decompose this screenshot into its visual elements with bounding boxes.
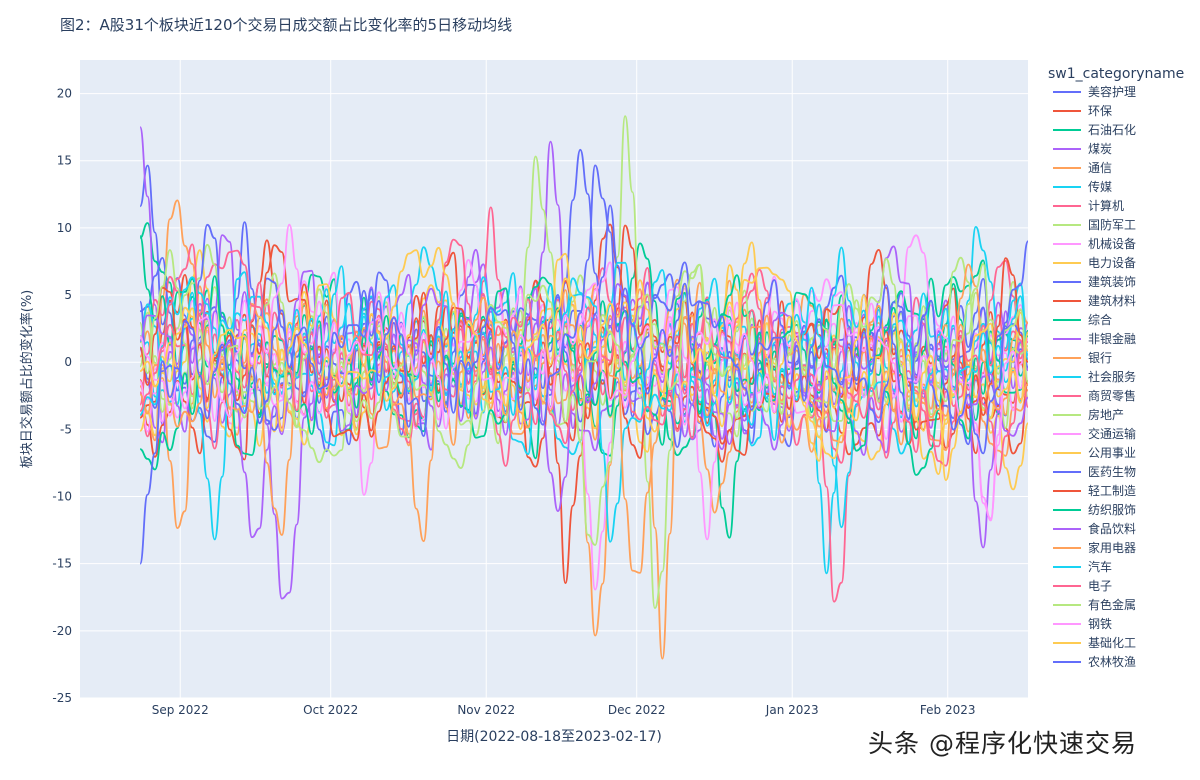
legend-label: 建筑装饰 <box>1088 274 1136 289</box>
x-tick-label: Dec 2022 <box>608 703 666 717</box>
legend-label: 综合 <box>1088 312 1112 327</box>
legend-label: 电力设备 <box>1088 256 1136 270</box>
legend-label: 机械设备 <box>1088 236 1136 251</box>
legend-item[interactable]: 公用事业 <box>1053 446 1136 460</box>
legend-item[interactable]: 环保 <box>1053 104 1112 118</box>
legend-label: 医药生物 <box>1088 465 1136 479</box>
series-line-30 <box>139 164 1029 565</box>
legend-item[interactable]: 房地产 <box>1053 407 1124 422</box>
series-line-8 <box>139 234 1029 591</box>
legend-label: 石油石化 <box>1088 123 1136 137</box>
legend-item[interactable]: 建筑装饰 <box>1053 274 1136 289</box>
legend-item[interactable]: 纺织服饰 <box>1053 503 1136 517</box>
legend-label: 纺织服饰 <box>1088 503 1136 517</box>
legend-item[interactable]: 银行 <box>1053 351 1112 365</box>
legend-item[interactable]: 建筑材料 <box>1053 293 1136 308</box>
y-tick-label: -15 <box>52 557 72 571</box>
series-line-13 <box>139 234 1029 549</box>
legend-label: 传媒 <box>1088 179 1112 194</box>
series-line-25 <box>139 246 1029 441</box>
legend-label: 国防军工 <box>1088 217 1136 232</box>
legend-item[interactable]: 基础化工 <box>1053 636 1136 650</box>
legend-label: 食品饮料 <box>1088 521 1136 536</box>
legend-item[interactable]: 商贸零售 <box>1053 388 1136 403</box>
series-lines <box>139 115 1029 660</box>
legend-label: 基础化工 <box>1088 636 1136 650</box>
legend-items[interactable]: 美容护理环保石油石化煤炭通信传媒计算机国防军工机械设备电力设备建筑装饰建筑材料综… <box>1053 84 1136 669</box>
legend-label: 家用电器 <box>1088 540 1136 555</box>
legend-label: 环保 <box>1088 104 1112 118</box>
y-axis-ticks: -25 -20 -15 -10 -5 0 5 10 15 20 <box>52 87 72 705</box>
legend-label: 社会服务 <box>1088 369 1136 384</box>
legend-item[interactable]: 电子 <box>1053 579 1112 593</box>
legend-item[interactable]: 电力设备 <box>1053 256 1136 270</box>
legend-label: 钢铁 <box>1088 617 1112 631</box>
legend-item[interactable]: 国防军工 <box>1053 217 1136 232</box>
legend-item[interactable]: 美容护理 <box>1053 84 1136 99</box>
legend-item[interactable]: 钢铁 <box>1053 617 1112 631</box>
legend-item[interactable]: 综合 <box>1053 312 1112 327</box>
x-axis-ticks: Sep 2022 Oct 2022 Nov 2022 Dec 2022 Jan 2023… <box>152 703 976 717</box>
series-line-27 <box>139 249 1029 469</box>
y-tick-label: -25 <box>52 691 72 705</box>
legend-item[interactable]: 家用电器 <box>1053 540 1136 555</box>
series-line-19 <box>139 241 1029 475</box>
legend-label: 建筑材料 <box>1088 293 1136 308</box>
x-axis-title: 日期(2022-08-18至2023-02-17) <box>446 729 662 745</box>
watermark: 头条 @程序化快速交易 <box>868 729 1137 758</box>
legend-item[interactable]: 农林牧渔 <box>1053 655 1136 669</box>
legend-item[interactable]: 有色金属 <box>1053 597 1136 612</box>
y-tick-label: -20 <box>52 624 72 638</box>
legend-label: 美容护理 <box>1088 84 1136 99</box>
legend-label: 轻工制造 <box>1088 484 1136 498</box>
legend-label: 农林牧渔 <box>1088 655 1136 669</box>
x-tick-label: Feb 2023 <box>920 703 976 717</box>
legend-item[interactable]: 轻工制造 <box>1053 484 1136 498</box>
x-tick-label: Sep 2022 <box>152 703 209 717</box>
legend-item[interactable]: 煤炭 <box>1053 142 1112 156</box>
legend-label: 房地产 <box>1088 407 1124 422</box>
y-axis-title: 板块日交易额占比的变化率(%) <box>19 290 35 469</box>
x-tick-label: Oct 2022 <box>303 703 358 717</box>
legend-label: 电子 <box>1088 579 1112 593</box>
y-tick-label: 0 <box>64 355 72 369</box>
legend-label: 银行 <box>1088 351 1112 365</box>
x-tick-label: Nov 2022 <box>457 703 515 717</box>
legend-item[interactable]: 机械设备 <box>1053 236 1136 251</box>
series-line-26 <box>139 238 1029 476</box>
y-tick-label: -10 <box>52 490 72 504</box>
y-tick-label: 20 <box>57 87 72 101</box>
legend-item[interactable]: 非银金融 <box>1053 331 1136 346</box>
legend-label: 非银金融 <box>1088 331 1136 346</box>
legend-item[interactable]: 食品饮料 <box>1053 521 1136 536</box>
legend-item[interactable]: 通信 <box>1053 161 1112 175</box>
legend-label: 计算机 <box>1088 198 1124 213</box>
y-tick-label: -5 <box>60 422 72 436</box>
legend-item[interactable]: 汽车 <box>1053 559 1112 574</box>
chart-title: 图2：A股31个板块近120个交易日成交额占比变化率的5日移动均线 <box>60 16 512 34</box>
x-tick-label: Jan 2023 <box>765 703 819 717</box>
y-tick-label: 15 <box>57 154 72 168</box>
legend-item[interactable]: 医药生物 <box>1053 465 1136 479</box>
legend-label: 汽车 <box>1088 559 1112 574</box>
legend-item[interactable]: 社会服务 <box>1053 369 1136 384</box>
y-tick-label: 5 <box>64 288 72 302</box>
legend-label: 交通运输 <box>1088 426 1136 441</box>
legend-item[interactable]: 交通运输 <box>1053 426 1136 441</box>
legend-item[interactable]: 计算机 <box>1053 198 1124 213</box>
legend-label: 有色金属 <box>1088 597 1136 612</box>
legend[interactable]: sw1_categoryname 美容护理环保石油石化煤炭通信传媒计算机国防军工… <box>1048 66 1184 669</box>
legend-title: sw1_categoryname <box>1048 66 1184 82</box>
y-tick-label: 10 <box>57 221 72 235</box>
legend-label: 通信 <box>1088 161 1112 175</box>
legend-label: 公用事业 <box>1088 446 1136 460</box>
legend-item[interactable]: 传媒 <box>1053 179 1112 194</box>
legend-item[interactable]: 石油石化 <box>1053 123 1136 137</box>
legend-label: 商贸零售 <box>1088 388 1136 403</box>
series-line-28 <box>139 223 1029 520</box>
legend-label: 煤炭 <box>1088 142 1112 156</box>
series-line-22 <box>139 275 1029 476</box>
